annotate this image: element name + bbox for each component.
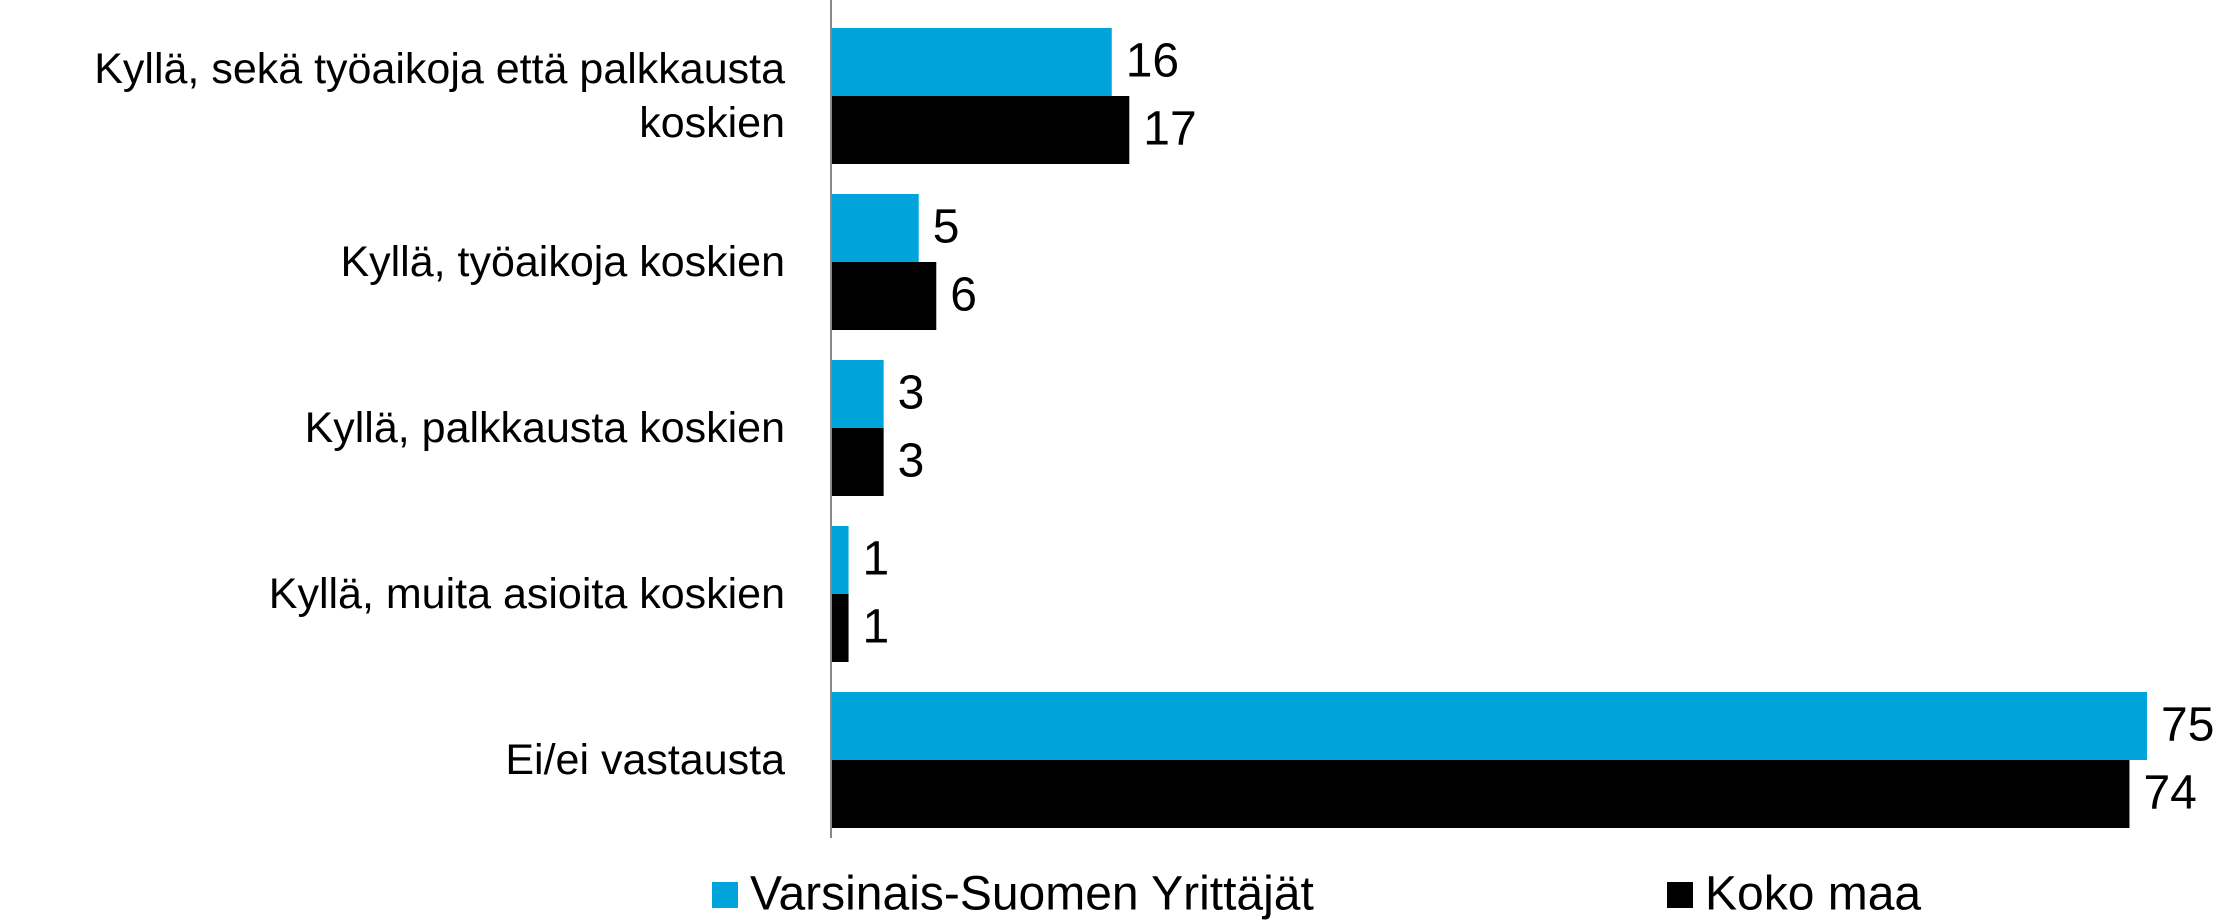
category-label: Kyllä, työaikoja koskien xyxy=(340,238,785,286)
value-label: 3 xyxy=(898,435,925,488)
legend-swatch xyxy=(1667,882,1693,908)
value-label: 17 xyxy=(1143,103,1196,156)
legend-swatch xyxy=(712,882,738,908)
bar xyxy=(831,594,849,662)
category-label: Kyllä, sekä työaikoja että palkkausta ko… xyxy=(94,45,785,147)
bar xyxy=(831,28,1112,96)
legend-label: Koko maa xyxy=(1705,868,1921,921)
legend-label: Varsinais-Suomen Yrittäjät xyxy=(750,868,1314,921)
category-label: Ei/ei vastausta xyxy=(505,736,785,784)
value-label: 16 xyxy=(1126,35,1179,88)
value-label: 75 xyxy=(2161,699,2214,752)
value-label: 6 xyxy=(950,269,977,322)
bar xyxy=(831,96,1130,164)
category-label: Kyllä, palkkausta koskien xyxy=(304,404,785,452)
value-label: 5 xyxy=(933,201,960,254)
bar xyxy=(831,692,2147,760)
category-label: Kyllä, muita asioita koskien xyxy=(268,570,785,618)
bar xyxy=(831,194,919,262)
value-label: 3 xyxy=(898,367,925,420)
bar xyxy=(831,360,884,428)
value-label: 74 xyxy=(2143,767,2196,820)
bar xyxy=(831,760,2130,828)
bar xyxy=(831,262,937,330)
value-label: 1 xyxy=(863,533,890,586)
bar xyxy=(831,526,849,594)
value-label: 1 xyxy=(863,601,890,654)
bar xyxy=(831,428,884,496)
